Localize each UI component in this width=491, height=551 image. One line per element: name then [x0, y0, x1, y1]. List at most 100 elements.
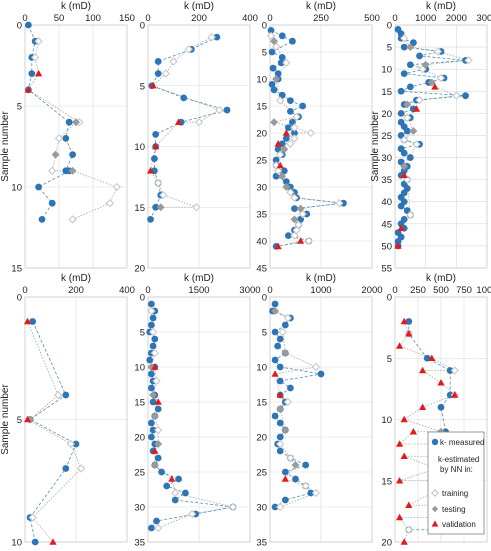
- y-tick-label: 20: [134, 433, 145, 444]
- validation-point: [282, 129, 290, 136]
- training-point: [161, 69, 171, 78]
- measured-point: [62, 465, 70, 472]
- y-axis-label: Sample number: [370, 111, 381, 182]
- chart-panel-7: 0 1000 2000 0 5 10 15 20 25 30 35 k (mD): [256, 273, 382, 549]
- measured-point: [397, 202, 405, 210]
- training-point: [154, 425, 163, 435]
- training-point: [415, 95, 424, 105]
- y-tick-label: 0: [262, 293, 267, 304]
- measured-point: [462, 92, 469, 100]
- training-point: [450, 366, 459, 375]
- measured-point: [146, 356, 154, 364]
- x-tick-label: 3000: [239, 285, 260, 296]
- measured-point: [400, 43, 408, 51]
- plot-area: [269, 300, 325, 512]
- measured-point: [153, 517, 160, 525]
- legend-measured-marker: [431, 438, 439, 446]
- measured-point: [38, 216, 46, 223]
- measured-point: [158, 468, 166, 476]
- measured-point: [223, 106, 231, 114]
- x-axis-label: k (mD): [306, 273, 336, 284]
- y-tick-label: 40: [256, 237, 267, 248]
- testing-point: [272, 75, 281, 83]
- validation-point: [24, 86, 32, 93]
- training-point: [433, 47, 443, 56]
- measured-point: [152, 130, 160, 138]
- measured-point: [271, 328, 279, 336]
- y-tick-label: 0: [387, 293, 392, 304]
- testing-point: [403, 100, 412, 109]
- validation-point: [400, 452, 408, 460]
- testing-point: [270, 118, 279, 127]
- legend-testing-label: testing: [442, 505, 466, 514]
- y-tick-label: 15: [381, 476, 392, 487]
- legend-box: [427, 431, 485, 535]
- y-tick-label: 10: [381, 415, 392, 426]
- validation-point: [396, 342, 404, 349]
- measured-point: [284, 232, 292, 240]
- measured-line: [150, 36, 229, 220]
- measured-point: [276, 447, 284, 455]
- plot-area: [23, 317, 86, 546]
- validation-point: [396, 440, 404, 447]
- measured-point: [282, 178, 290, 186]
- measured-point: [149, 314, 157, 322]
- y-tick-label: 35: [256, 210, 267, 221]
- validation-point: [428, 354, 436, 362]
- measured-point: [65, 118, 73, 126]
- testing-point: [149, 391, 158, 399]
- y-tick-label: 5: [17, 102, 22, 113]
- training-point: [28, 513, 37, 522]
- training-point: [53, 390, 63, 400]
- legend-measured-label: k- measured: [440, 438, 484, 447]
- training-point: [400, 135, 409, 145]
- chart-panel-6: 0 1500 3000 0 5 10 15 20 25 30 35 k (mD): [134, 273, 260, 549]
- measured-point: [29, 318, 37, 325]
- y-tick-label: 0: [387, 21, 392, 32]
- validation-point: [451, 391, 459, 398]
- training-point: [276, 96, 285, 105]
- y-tick-label: 5: [387, 43, 392, 54]
- validation-point: [23, 415, 32, 423]
- y-tick-label: 20: [134, 264, 145, 275]
- measured-point: [403, 127, 411, 135]
- testing-point: [400, 162, 409, 171]
- training-point: [273, 166, 283, 175]
- x-tick-label: 0: [22, 13, 27, 24]
- legend-validation-label: validation: [442, 520, 476, 529]
- measured-point: [148, 370, 155, 378]
- testing-point: [68, 166, 77, 175]
- measured-point: [287, 108, 294, 115]
- measured-point: [151, 335, 159, 343]
- x-tick-label: 200: [191, 13, 207, 24]
- chart-panel-4: 0 1000 2000 3000 0 5 10 15 20 25 30 35 40 45 50 55 k (mD…: [370, 1, 491, 275]
- measured-point: [269, 64, 277, 72]
- measured-point: [150, 155, 158, 163]
- y-tick-label: 0: [140, 21, 145, 32]
- testing-point: [282, 183, 291, 191]
- legend-header-line1: k-estimated: [438, 455, 479, 464]
- measured-point: [446, 367, 454, 374]
- training-point: [403, 175, 412, 184]
- validation-point: [396, 513, 404, 521]
- validation-point: [276, 161, 284, 169]
- training-point: [48, 166, 57, 175]
- measured-point: [397, 109, 405, 117]
- training-point: [192, 203, 201, 212]
- x-tick-label: 500: [433, 285, 449, 296]
- measured-point: [69, 151, 76, 159]
- validation-point: [431, 83, 439, 90]
- measured-point: [48, 199, 56, 207]
- training-point: [301, 481, 310, 491]
- testing-point: [51, 150, 60, 159]
- y-tick-label: 35: [256, 538, 267, 549]
- x-axis-label: k (mD): [426, 273, 456, 284]
- y-tick-label: 15: [134, 203, 145, 214]
- y-axis-label: Sample number: [0, 384, 11, 455]
- x-tick-label: 0: [145, 285, 150, 296]
- training-point: [283, 313, 293, 323]
- training-point: [147, 306, 156, 316]
- training-point: [290, 134, 299, 143]
- y-tick-label: 15: [256, 102, 267, 113]
- y-tick-label: 5: [262, 48, 267, 59]
